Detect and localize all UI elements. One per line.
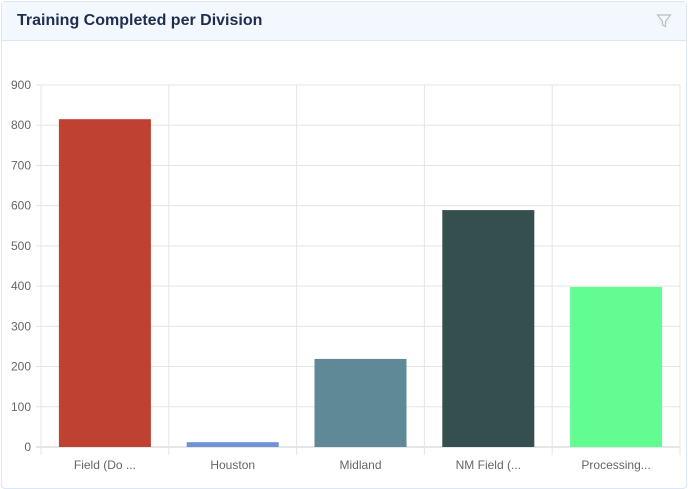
y-tick-label: 900 (11, 78, 31, 92)
bar (442, 210, 535, 447)
x-tick-label: Processing... (581, 458, 650, 472)
bar (58, 119, 151, 447)
y-tick-label: 600 (11, 199, 31, 213)
y-tick-label: 100 (11, 400, 31, 414)
x-tick-label: Midland (339, 458, 381, 472)
bar (314, 358, 407, 447)
bar (186, 442, 279, 447)
y-tick-label: 500 (11, 239, 31, 253)
x-tick-label: Field (Do ... (74, 458, 136, 472)
bar (570, 286, 663, 447)
y-tick-label: 800 (11, 118, 31, 132)
x-tick-label: Houston (210, 458, 255, 472)
x-tick-label: NM Field (... (456, 458, 521, 472)
y-tick-label: 400 (11, 279, 31, 293)
y-tick-label: 300 (11, 319, 31, 333)
card-header: Training Completed per Division (2, 2, 686, 41)
y-tick-label: 0 (24, 440, 31, 454)
card-title: Training Completed per Division (17, 12, 263, 29)
y-tick-label: 200 (11, 360, 31, 374)
y-tick-label: 700 (11, 158, 31, 172)
filter-icon[interactable] (656, 13, 672, 29)
